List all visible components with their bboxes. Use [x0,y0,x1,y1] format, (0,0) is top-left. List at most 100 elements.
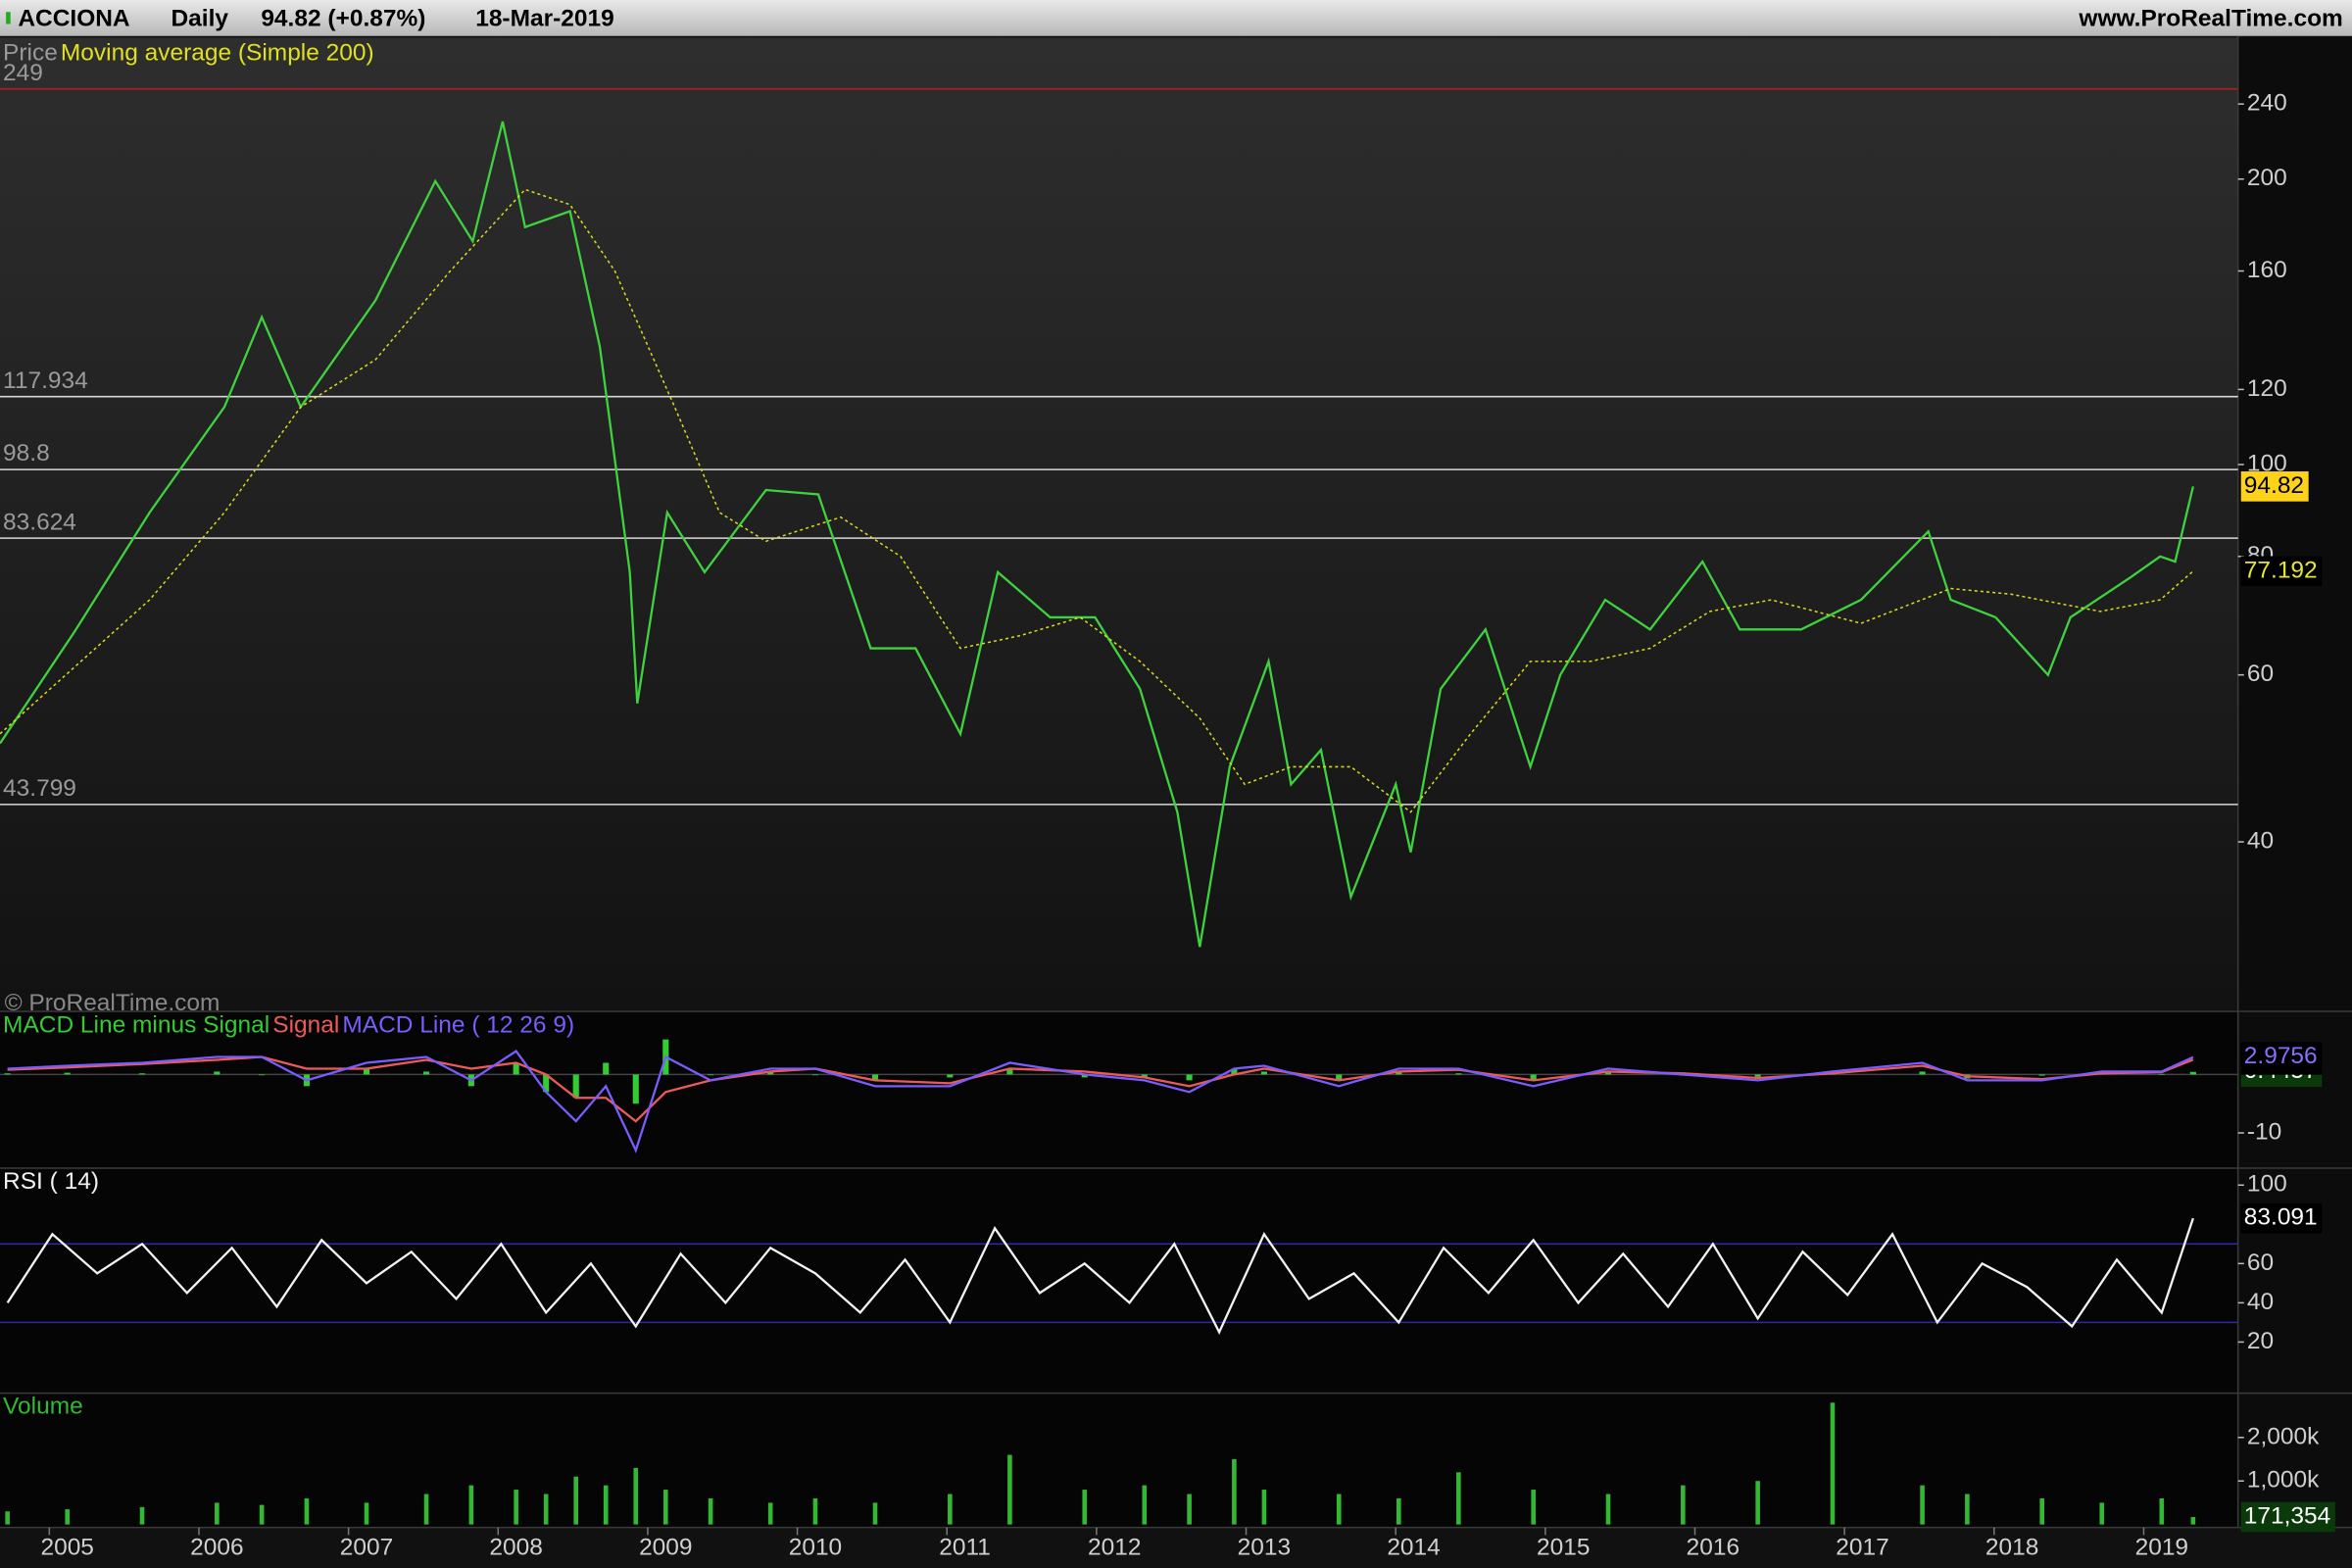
copyright: © ProRealTime.com [5,990,220,1016]
last-value-tag [2240,1202,2323,1234]
y-tick-label: 40 [2247,1289,2274,1315]
bar [1007,1454,1012,1525]
last-value-label: 2.9756 [2244,1043,2318,1069]
x-tick-label: 2017 [1836,1535,1888,1561]
series-line [7,1050,2194,1154]
bar [1681,1485,1686,1525]
bar [2039,1497,2044,1525]
bar [5,1511,10,1525]
volume-panel [0,1394,2238,1528]
bar [603,1485,609,1525]
bar [1231,1068,1238,1075]
bar [2159,1497,2165,1525]
last-value-label: 83.091 [2244,1204,2318,1231]
y-tick-label: 240 [2247,90,2287,117]
bar [422,1071,430,1075]
y-tick-label: 40 [2247,828,2274,855]
period: Daily [171,5,228,31]
bar [468,1485,474,1525]
y-tick-label: 1,000k [2247,1467,2320,1494]
symbol: ACCIONA [18,5,130,31]
bar [4,1073,11,1075]
bar [259,1074,266,1076]
bar [708,1497,713,1525]
bar [1006,1068,1013,1075]
legend-entry: MACD Line ( 12 26 9) [342,1012,574,1039]
last-value-label: 94.82 [2244,472,2304,499]
x-tick-label: 2007 [340,1535,393,1561]
bar [663,1490,668,1525]
bar [572,1074,579,1099]
bar [632,1074,639,1104]
y-tick-label: 160 [2247,257,2287,283]
series-line [0,121,2194,948]
bar [259,1504,265,1525]
level-label: 249 [3,60,43,86]
x-tick-label: 2006 [190,1535,243,1561]
bar [1261,1490,1267,1525]
bar [1081,1074,1088,1078]
legend-entry: Moving average (Simple 200) [61,40,374,67]
y-tick-label: 120 [2247,375,2287,402]
bar [1605,1494,1611,1525]
x-tick-label: 2018 [1985,1535,2038,1561]
level-label: 117.934 [3,368,88,394]
last-value-tag [2240,471,2309,502]
bar [872,1502,878,1525]
bar [767,1502,773,1525]
bar [1755,1481,1760,1525]
bar [1456,1472,1461,1525]
x-tick-label: 2009 [639,1535,692,1561]
x-tick-label: 2011 [939,1535,991,1561]
bar [139,1506,145,1525]
y-tick-label: 100 [2247,1171,2287,1198]
bar [543,1494,549,1525]
quote: 94.82 (+0.87%) [261,5,425,31]
title-bar [0,0,2352,36]
bar [364,1502,369,1525]
bar [1396,1071,1402,1075]
last-value-tag [2240,1042,2323,1072]
bar [1919,1071,1926,1075]
x-tick-label: 2016 [1687,1535,1740,1561]
x-tick-label: 2014 [1387,1535,1440,1561]
date: 18-Mar-2019 [475,5,614,31]
x-tick-label: 2012 [1088,1535,1141,1561]
bar [812,1497,818,1525]
last-value-label: 171,354 [2244,1502,2331,1529]
y-tick-label: 2,000k [2247,1423,2320,1449]
y-tick-label: 20 [2247,1328,2274,1354]
x-tick-label: 2013 [1238,1535,1291,1561]
bar [2038,1074,2045,1076]
level-label: 43.799 [3,775,76,802]
bar [138,1073,146,1075]
bar [65,1509,70,1525]
bar [573,1476,579,1525]
bar [708,1074,714,1076]
bar [1604,1071,1612,1075]
bar [767,1071,774,1075]
bar [1336,1074,1343,1081]
bar [947,1074,954,1078]
rsi-panel [0,1168,2238,1393]
x-tick-label: 2005 [40,1535,93,1561]
panel-separators [0,35,2352,1529]
site: www.ProRealTime.com [2078,5,2342,31]
symbol-icon [6,12,11,24]
last-value-label: 77.192 [2244,557,2318,583]
bar [514,1490,518,1525]
bar [948,1494,953,1525]
x-tick-label: 2010 [789,1535,842,1561]
bar [1754,1074,1761,1077]
price-panel [0,37,2238,1010]
level-label: 98.8 [3,440,50,466]
y-tick-label: 60 [2247,661,2274,687]
bar [1260,1071,1267,1075]
bar [1142,1485,1148,1525]
series-line [6,1217,2194,1336]
bar [811,1074,819,1076]
legend-entry: RSI ( 14) [3,1168,99,1195]
bar [304,1497,310,1525]
bar [2189,1071,2196,1075]
